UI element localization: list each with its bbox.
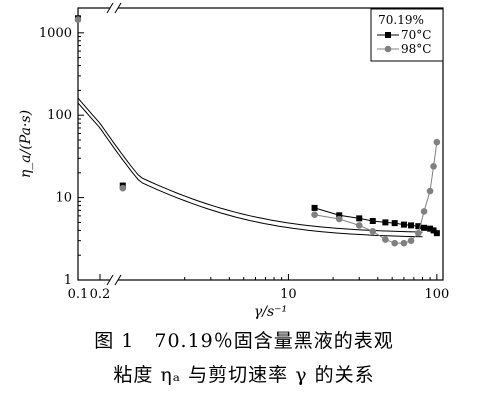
data-point-70C bbox=[427, 225, 434, 232]
plot-border bbox=[77, 7, 444, 281]
data-marks bbox=[74, 15, 441, 247]
x-tick-label: 0.1 bbox=[68, 287, 89, 302]
axis-break-gap bbox=[110, 5, 118, 11]
legend: 70.19%70°C98°C bbox=[370, 8, 444, 62]
axis-break-mark bbox=[106, 2, 114, 14]
fit-curve-70C bbox=[77, 97, 423, 233]
data-point-98C bbox=[335, 215, 343, 223]
legend-marker bbox=[384, 45, 392, 53]
fit-curve-98C bbox=[77, 102, 423, 238]
data-point-70C bbox=[408, 222, 415, 229]
legend-title: 70.19% bbox=[378, 13, 424, 27]
data-point-98C bbox=[119, 184, 127, 192]
legend-label: 98°C bbox=[401, 42, 431, 56]
data-point-70C bbox=[336, 212, 343, 219]
x-tick-label: 0.2 bbox=[90, 287, 111, 302]
data-point-70C bbox=[356, 215, 363, 222]
y-tick-label: 100 bbox=[47, 108, 72, 123]
data-point-98C bbox=[400, 239, 408, 247]
plot-frame bbox=[77, 7, 444, 281]
fit-curves bbox=[77, 97, 423, 238]
y-tick-label: 1000 bbox=[39, 26, 72, 41]
data-point-98C bbox=[74, 16, 82, 23]
data-point-98C bbox=[430, 162, 437, 170]
y-tick-label: 1 bbox=[64, 273, 72, 288]
figure-caption-line2: 粘度 ηₐ 与剪切速率 γ 的关系 bbox=[113, 364, 375, 386]
data-point-98C bbox=[420, 208, 428, 215]
data-point-98C bbox=[311, 211, 318, 219]
data-point-70C bbox=[391, 220, 398, 227]
legend-marker bbox=[385, 32, 391, 38]
y-tick-label: 10 bbox=[55, 191, 72, 206]
data-point-98C bbox=[382, 236, 389, 243]
data-point-70C bbox=[430, 227, 437, 234]
axis-break-gap bbox=[110, 277, 118, 283]
x-tick-label: 100 bbox=[424, 287, 449, 302]
data-point-70C bbox=[400, 221, 407, 228]
data-point-70C bbox=[415, 223, 422, 230]
data-point-98C bbox=[407, 237, 415, 244]
data-point-98C bbox=[391, 239, 399, 247]
legend-label: 70°C bbox=[401, 28, 431, 42]
data-point-70C bbox=[433, 230, 440, 237]
axis-break-mark bbox=[114, 2, 122, 14]
data-point-98C bbox=[369, 227, 377, 235]
y-axis-label: η_a/(Pa·s) bbox=[18, 110, 34, 178]
axes: 1 10 100 1000 0.1 0.2 10 100 bbox=[39, 2, 449, 302]
data-point-98C bbox=[415, 229, 422, 237]
data-point-98C bbox=[426, 187, 434, 195]
figure-caption-line1: 图 1 70.19％固含量黑液的表观 bbox=[94, 330, 394, 352]
data-point-98C bbox=[433, 138, 441, 146]
data-point-70C bbox=[421, 224, 428, 231]
data-point-70C bbox=[369, 218, 376, 225]
axis-break-mark bbox=[106, 274, 114, 286]
x-axis-label: γ/s⁻¹ bbox=[254, 304, 287, 320]
x-tick-label: 10 bbox=[280, 287, 297, 302]
axis-break-mark bbox=[114, 274, 122, 286]
viscosity-chart: 1 10 100 1000 0.1 0.2 10 100 70.19%70°C98°C η_a… bbox=[18, 2, 449, 320]
data-point-70C bbox=[311, 204, 318, 211]
data-point-98C bbox=[355, 222, 363, 229]
data-point-70C bbox=[382, 219, 389, 226]
